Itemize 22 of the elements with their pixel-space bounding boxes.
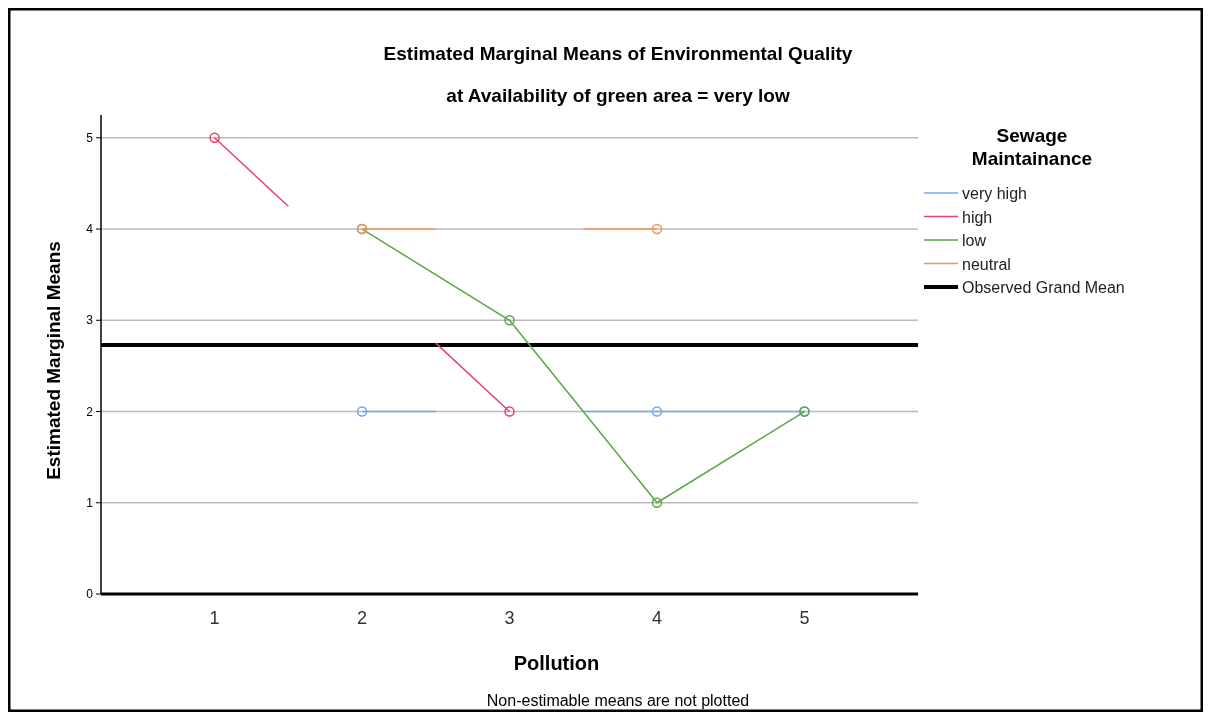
legend-label: very high	[962, 185, 1027, 202]
x-tick-label: 4	[651, 608, 662, 628]
x-tick-label: 2	[357, 608, 368, 628]
chart-title: Estimated Marginal Means of Environmental Quality	[383, 43, 853, 64]
x-tick-label: 1	[209, 608, 220, 628]
x-tick-label: 5	[799, 608, 810, 628]
y-tick-label: 0	[86, 587, 94, 601]
legend-title: Sewage Maintainance	[971, 125, 1093, 169]
y-tick-label: 3	[86, 313, 94, 328]
legend-label: Observed Grand Mean	[962, 279, 1125, 296]
chart-subtitle: at Availability of green area = very low	[446, 85, 790, 106]
y-tick-label: 4	[86, 222, 94, 237]
x-axis-title: Pollution	[513, 652, 600, 674]
y-tick-label: 2	[86, 404, 94, 419]
y-axis-title: Estimated Marginal Means	[43, 241, 64, 480]
legend-label: low	[962, 232, 987, 249]
y-tick-label: 5	[86, 130, 94, 145]
text: Non-estimable means are not plotted	[486, 692, 750, 709]
legend-label: high	[962, 208, 993, 226]
y-tick-label: 1	[86, 495, 94, 510]
x-tick-label: 3	[504, 608, 515, 628]
legend-label: neutral	[962, 255, 1011, 273]
